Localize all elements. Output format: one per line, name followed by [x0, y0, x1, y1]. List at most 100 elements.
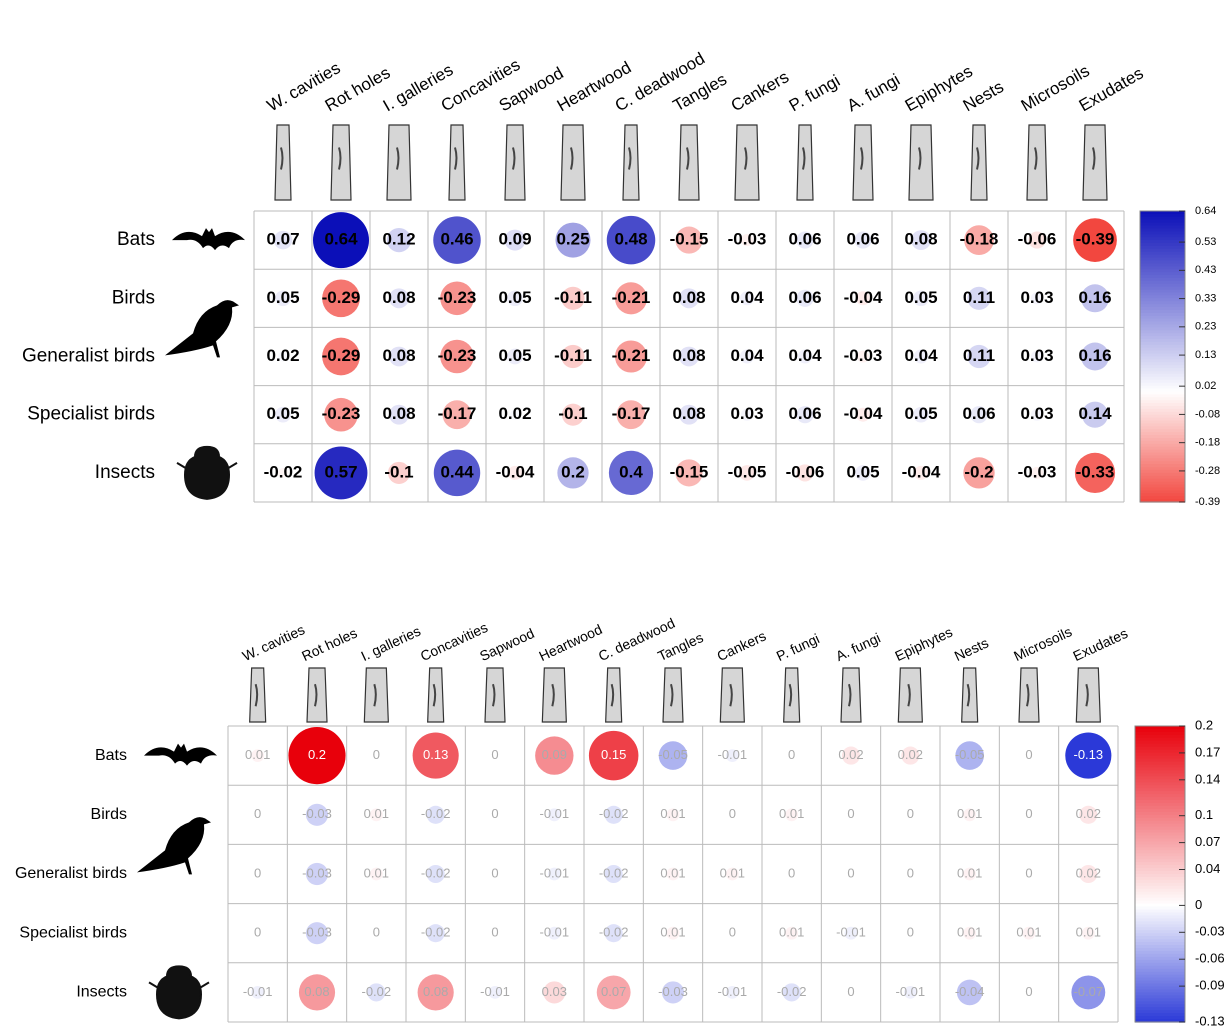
- correlation-value: -0.02: [777, 984, 807, 999]
- correlation-value: -0.17: [438, 404, 477, 423]
- colorbar-tick-label: 0.13: [1195, 349, 1216, 361]
- correlation-value: 0.08: [423, 984, 448, 999]
- correlation-value: -0.05: [658, 747, 688, 762]
- correlation-value: -0.03: [728, 230, 767, 249]
- correlation-value: 0.03: [542, 984, 567, 999]
- correlation-value: -0.17: [612, 404, 651, 423]
- column-label: Microsoils: [1011, 623, 1074, 664]
- correlation-value: 0.01: [720, 865, 745, 880]
- correlation-value: 0: [373, 925, 380, 940]
- correlation-value: 0: [729, 806, 736, 821]
- correlation-value: 0.06: [788, 404, 821, 423]
- colorbar-tick-label: -0.28: [1195, 465, 1220, 477]
- correlation-value: 0.08: [304, 984, 329, 999]
- beetle-icon: [177, 447, 237, 499]
- correlation-value: -0.04: [844, 404, 883, 423]
- bird-icon: [165, 300, 239, 357]
- correlation-value: 0.09: [542, 747, 567, 762]
- correlation-value: 0.12: [382, 230, 415, 249]
- correlation-value: 0.02: [1076, 865, 1101, 880]
- correlation-value: 0: [491, 925, 498, 940]
- correlation-value: 0.07: [266, 230, 299, 249]
- correlation-value: 0: [491, 806, 498, 821]
- correlation-value: -0.01: [896, 984, 926, 999]
- correlation-value: -0.03: [302, 925, 332, 940]
- colorbar-tick-label: -0.09: [1195, 978, 1225, 993]
- correlation-value: -0.1: [558, 404, 587, 423]
- correlation-value: -0.23: [438, 288, 477, 307]
- correlation-value: 0.09: [498, 230, 531, 249]
- correlation-value: -0.01: [243, 984, 273, 999]
- correlation-value: -0.02: [421, 925, 451, 940]
- correlation-value: -0.05: [728, 462, 767, 481]
- correlation-value: -0.29: [322, 346, 361, 365]
- correlation-value: 0: [847, 865, 854, 880]
- correlation-value: 0.05: [266, 404, 299, 423]
- correlation-value: 0.11: [963, 288, 995, 307]
- colorbar-tick-label: -0.39: [1195, 496, 1220, 508]
- row-label: Specialist birds: [19, 924, 127, 941]
- correlation-value: -0.11: [554, 288, 592, 307]
- row-label: Birds: [112, 287, 155, 308]
- correlation-value: 0.01: [957, 806, 982, 821]
- column-label: W. cavities: [240, 621, 307, 664]
- correlation-value: 0.02: [898, 747, 923, 762]
- correlation-value: -0.03: [302, 806, 332, 821]
- correlation-value: 0.01: [779, 925, 804, 940]
- correlation-value: -0.03: [302, 865, 332, 880]
- correlation-value: 0.01: [957, 925, 982, 940]
- correlation-value: 0.03: [1020, 288, 1053, 307]
- correlation-value: 0.16: [1078, 288, 1111, 307]
- correlation-value: -0.02: [264, 462, 303, 481]
- correlation-value: 0: [907, 806, 914, 821]
- correlation-value: 0.03: [1020, 346, 1053, 365]
- correlation-value: -0.15: [670, 462, 709, 481]
- correlation-value: 0.08: [672, 404, 705, 423]
- beetle-icon: [149, 966, 209, 1018]
- correlation-value: 0: [1025, 747, 1032, 762]
- correlation-value: 0: [254, 925, 261, 940]
- column-label: Rot holes: [299, 625, 359, 665]
- colorbar-tick-label: 0.23: [1195, 321, 1216, 333]
- column-label: A. fungi: [844, 70, 903, 115]
- correlation-value: 0.03: [1020, 404, 1053, 423]
- colorbar-tick-label: -0.18: [1195, 437, 1220, 449]
- row-label: Generalist birds: [15, 865, 127, 882]
- correlation-value: 0.04: [788, 346, 822, 365]
- correlation-value: 0.08: [382, 346, 415, 365]
- colorbar-tick-label: 0.33: [1195, 292, 1216, 304]
- correlation-value: -0.06: [1018, 230, 1057, 249]
- correlation-value: 0: [1025, 806, 1032, 821]
- correlation-value: 0.08: [904, 230, 937, 249]
- correlation-value: 0.05: [904, 288, 937, 307]
- column-label: A. fungi: [833, 630, 883, 665]
- correlation-value: 0.07: [601, 984, 626, 999]
- correlation-value: -0.13: [1074, 747, 1104, 762]
- correlation-value: 0.01: [660, 925, 685, 940]
- correlation-value: 0.01: [779, 806, 804, 821]
- correlation-value: 0.05: [266, 288, 299, 307]
- correlation-value: -0.02: [421, 806, 451, 821]
- correlation-value: 0.01: [364, 865, 389, 880]
- colorbar-tick-label: -0.13: [1195, 1013, 1225, 1028]
- correlation-value: 0: [847, 806, 854, 821]
- correlation-value: 0.2: [561, 462, 585, 481]
- bat-icon: [144, 744, 217, 766]
- correlation-value: -0.21: [612, 288, 651, 307]
- column-label: Heartwood: [536, 621, 604, 664]
- correlation-value: -0.01: [540, 925, 570, 940]
- column-label: I. galleries: [358, 623, 423, 664]
- correlation-value: 0.02: [1076, 806, 1101, 821]
- colorbar-tick-label: 0.43: [1195, 264, 1216, 276]
- correlation-value: 0: [491, 747, 498, 762]
- correlation-value: 0.4: [619, 462, 643, 481]
- colorbar-tick-label: 0.17: [1195, 744, 1220, 759]
- correlation-value: -0.1: [384, 462, 413, 481]
- correlation-value: 0.08: [382, 404, 415, 423]
- correlation-value: 0.64: [324, 230, 358, 249]
- column-label: Epiphytes: [892, 624, 954, 664]
- correlation-value: 0.02: [266, 346, 299, 365]
- correlation-value: 0.04: [904, 346, 938, 365]
- colorbar-tick-label: 0.04: [1195, 861, 1220, 876]
- correlation-value: 0.08: [672, 346, 705, 365]
